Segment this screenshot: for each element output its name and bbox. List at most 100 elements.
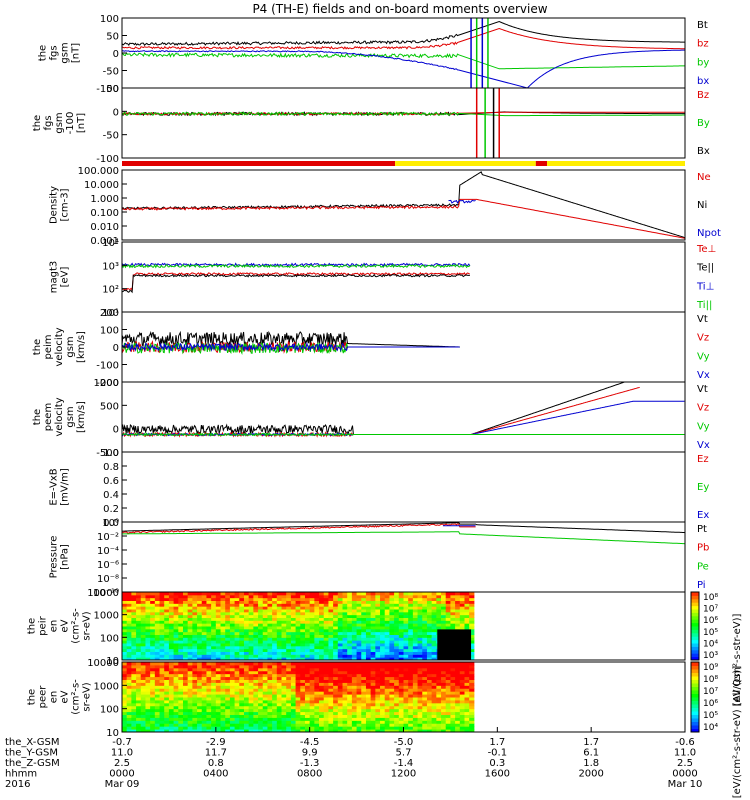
spectrogram-cell: [140, 637, 146, 641]
spectrogram-cell: [206, 654, 212, 658]
spectrogram-cell: [333, 723, 339, 727]
spectrogram-cell: [145, 673, 151, 678]
spectrogram-cell: [182, 603, 189, 607]
spectrogram-cell: [361, 711, 367, 715]
spectrogram-cell: [351, 691, 358, 695]
series-bz: [122, 111, 685, 116]
spectrogram-cell: [281, 628, 287, 633]
spectrogram-cell: [211, 628, 217, 633]
spectrogram-cell: [211, 592, 217, 596]
spectrogram-cell: [272, 606, 278, 610]
spectrogram-cell: [248, 640, 254, 644]
spectrogram-cell: [347, 614, 353, 618]
spectrogram-cell: [417, 664, 423, 669]
spectrogram-cell: [309, 645, 315, 650]
spectrogram-cell: [126, 600, 132, 604]
spectrogram-cell: [136, 711, 142, 715]
spectrogram-cell: [258, 702, 264, 707]
spectrogram-cell: [239, 729, 245, 732]
spectrogram-cell: [150, 645, 156, 650]
spectrogram-cell: [150, 726, 156, 730]
spectrogram-cell: [370, 685, 376, 689]
spectrogram-cell: [304, 648, 311, 652]
spectrogram-cell: [300, 705, 306, 710]
spectrogram-cell: [347, 682, 353, 686]
spectrogram-cell: [309, 623, 315, 627]
spectrogram-cell: [253, 705, 259, 710]
spectrogram-cell: [417, 628, 423, 633]
spectrogram-cell: [431, 594, 437, 599]
spectrogram-cell: [253, 673, 259, 678]
spectrogram-cell: [272, 699, 278, 704]
spectrogram-cell: [356, 729, 362, 732]
spectrogram-cell: [356, 631, 362, 635]
y-axis-label: Pressure[nPa]: [49, 536, 71, 579]
spectrogram-cell: [380, 634, 386, 638]
spectrogram-cell: [192, 623, 198, 627]
spectrogram-cell: [351, 702, 358, 707]
spectrogram-cell: [380, 657, 386, 660]
spectrogram-cell: [314, 679, 320, 683]
spectrogram-cell: [337, 594, 344, 599]
spectrogram-cell: [290, 594, 297, 599]
spectrogram-cell: [347, 702, 353, 707]
spectrogram-cell: [394, 631, 400, 635]
spectrogram-cell: [365, 600, 372, 604]
spectrogram-cell: [426, 628, 433, 633]
spectrogram-cell: [445, 699, 451, 704]
spectrogram-cell: [319, 679, 325, 683]
spectrogram-cell: [234, 606, 240, 610]
spectrogram-cell: [389, 620, 395, 624]
spectrogram-cell: [258, 682, 264, 686]
spectrogram-cell: [136, 634, 142, 638]
spectrogram-cell: [253, 682, 259, 686]
spectrogram-cell: [286, 714, 292, 718]
spectrogram-cell: [182, 640, 189, 644]
spectrogram-cell: [300, 611, 306, 616]
spectrogram-cell: [178, 682, 184, 686]
spectrogram-cell: [229, 711, 236, 715]
spectrogram-cell: [243, 654, 250, 658]
spectrogram-cell: [253, 717, 259, 721]
spectrogram-cell: [206, 729, 212, 732]
spectrogram-cell: [154, 651, 161, 655]
spectrogram-cell: [286, 705, 292, 710]
spectrogram-cell: [375, 676, 381, 680]
legend-entry: Pt: [697, 524, 707, 535]
spectrogram-cell: [309, 711, 315, 715]
spectrogram-cell: [309, 720, 315, 724]
spectrogram-cell: [159, 654, 165, 658]
spectrogram-cell: [276, 711, 283, 715]
spectrogram-cell: [342, 617, 348, 621]
spectrogram-cell: [290, 699, 297, 704]
spectrogram-cell: [122, 606, 128, 610]
spectrogram-cell: [431, 717, 437, 721]
spectrogram-cell: [356, 702, 362, 707]
spectrogram-cell: [215, 723, 222, 727]
spectrogram-cell: [215, 697, 222, 701]
spectrogram-cell: [450, 685, 456, 689]
spectrogram-cell: [159, 651, 165, 655]
spectrogram-cell: [450, 670, 456, 675]
spectrogram-cell: [145, 645, 151, 650]
spectrogram-cell: [248, 648, 254, 652]
spectrogram-cell: [229, 726, 236, 730]
spectrogram-cell: [370, 628, 376, 633]
spectrogram-cell: [258, 645, 264, 650]
spectrogram-cell: [178, 634, 184, 638]
spectrogram-cell: [408, 603, 414, 607]
spectrogram-cell: [225, 640, 231, 644]
spectrogram-cell: [182, 594, 189, 599]
spectrogram-cell: [365, 631, 372, 635]
spectrogram-cell: [150, 651, 156, 655]
spectrogram-cell: [417, 637, 423, 641]
spectrogram-cell: [136, 620, 142, 624]
spectrogram-cell: [173, 705, 179, 710]
spectrogram-cell: [384, 664, 390, 669]
spectrogram-cell: [281, 717, 287, 721]
spectrogram-cell: [380, 699, 386, 704]
spectrogram-cell: [272, 685, 278, 689]
spectrogram-cell: [408, 662, 414, 666]
spectrogram-cell: [422, 597, 428, 601]
spectrogram-cell: [333, 705, 339, 710]
